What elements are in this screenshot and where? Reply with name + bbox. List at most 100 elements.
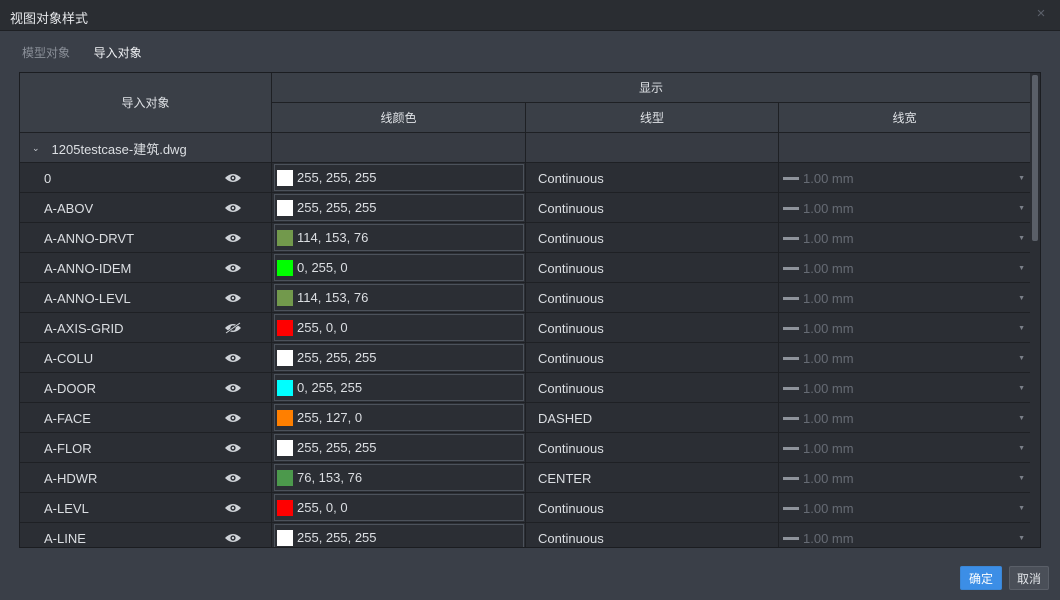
eye-icon[interactable]: [224, 292, 242, 304]
line-type-cell[interactable]: Continuous: [526, 343, 779, 373]
line-type-cell[interactable]: Continuous: [526, 523, 779, 547]
line-type-cell[interactable]: Continuous: [526, 283, 779, 313]
color-picker-field[interactable]: 255, 127, 0: [274, 404, 524, 431]
table-row[interactable]: A-ABOV 255, 255, 255 Continuous 1.00 mm ▼: [20, 193, 1031, 223]
table-row[interactable]: A-ANNO-DRVT 114, 153, 76 Continuous 1.00 mm…: [20, 223, 1031, 253]
table-row[interactable]: A-COLU 255, 255, 255 Continuous 1.00 mm ▼: [20, 343, 1031, 373]
line-type-cell[interactable]: Continuous: [526, 253, 779, 283]
header-line-type[interactable]: 线型: [526, 103, 779, 133]
chevron-down-icon[interactable]: ▼: [1018, 205, 1025, 212]
chevron-down-icon[interactable]: ▼: [1018, 385, 1025, 392]
color-picker-field[interactable]: 255, 0, 0: [274, 494, 524, 521]
color-picker-field[interactable]: 0, 255, 0: [274, 254, 524, 281]
chevron-down-icon[interactable]: ▼: [1018, 175, 1025, 182]
line-color-cell[interactable]: 114, 153, 76: [272, 223, 526, 253]
line-width-select[interactable]: 1.00 mm ▼: [779, 373, 1031, 403]
eye-icon[interactable]: [224, 262, 242, 274]
color-picker-field[interactable]: 76, 153, 76: [274, 464, 524, 491]
color-picker-field[interactable]: 255, 0, 0: [274, 314, 524, 341]
header-line-width[interactable]: 线宽: [779, 103, 1031, 133]
line-color-cell[interactable]: 0, 255, 0: [272, 253, 526, 283]
line-type-cell[interactable]: Continuous: [526, 433, 779, 463]
table-row[interactable]: A-ANNO-LEVL 114, 153, 76 Continuous 1.00 mm…: [20, 283, 1031, 313]
color-picker-field[interactable]: 255, 255, 255: [274, 524, 524, 547]
line-type-cell[interactable]: CENTER: [526, 463, 779, 493]
chevron-down-icon[interactable]: ▼: [1018, 265, 1025, 272]
table-row[interactable]: 0 255, 255, 255 Continuous 1.00 mm ▼: [20, 163, 1031, 193]
line-color-cell[interactable]: 255, 255, 255: [272, 193, 526, 223]
color-picker-field[interactable]: 255, 255, 255: [274, 194, 524, 221]
header-line-color[interactable]: 线颜色: [272, 103, 526, 133]
line-type-cell[interactable]: Continuous: [526, 223, 779, 253]
line-width-select[interactable]: 1.00 mm ▼: [779, 313, 1031, 343]
table-row[interactable]: A-FACE 255, 127, 0 DASHED 1.00 mm ▼: [20, 403, 1031, 433]
vertical-scrollbar[interactable]: [1030, 73, 1040, 547]
line-type-cell[interactable]: Continuous: [526, 493, 779, 523]
line-color-cell[interactable]: 114, 153, 76: [272, 283, 526, 313]
table-row[interactable]: A-HDWR 76, 153, 76 CENTER 1.00 mm ▼: [20, 463, 1031, 493]
chevron-down-icon[interactable]: ▼: [1018, 235, 1025, 242]
close-icon[interactable]: ×: [1036, 5, 1046, 22]
line-color-cell[interactable]: 255, 255, 255: [272, 343, 526, 373]
line-width-select[interactable]: 1.00 mm ▼: [779, 403, 1031, 433]
eye-icon[interactable]: [224, 382, 242, 394]
chevron-down-icon[interactable]: ▼: [1018, 505, 1025, 512]
line-type-cell[interactable]: Continuous: [526, 163, 779, 193]
line-color-cell[interactable]: 255, 127, 0: [272, 403, 526, 433]
line-width-select[interactable]: 1.00 mm ▼: [779, 433, 1031, 463]
group-row-dwg[interactable]: ⌄ 1205testcase-建筑.dwg: [20, 133, 1031, 163]
chevron-down-icon[interactable]: ▼: [1018, 325, 1025, 332]
color-picker-field[interactable]: 255, 255, 255: [274, 164, 524, 191]
line-color-cell[interactable]: 255, 255, 255: [272, 163, 526, 193]
line-width-select[interactable]: 1.00 mm ▼: [779, 193, 1031, 223]
color-picker-field[interactable]: 0, 255, 255: [274, 374, 524, 401]
table-row[interactable]: A-LEVL 255, 0, 0 Continuous 1.00 mm ▼: [20, 493, 1031, 523]
line-color-cell[interactable]: 255, 0, 0: [272, 313, 526, 343]
chevron-down-icon[interactable]: ▼: [1018, 355, 1025, 362]
line-width-select[interactable]: 1.00 mm ▼: [779, 493, 1031, 523]
table-row[interactable]: A-FLOR 255, 255, 255 Continuous 1.00 mm ▼: [20, 433, 1031, 463]
eye-icon[interactable]: [224, 232, 242, 244]
line-type-cell[interactable]: Continuous: [526, 193, 779, 223]
eye-icon[interactable]: [224, 352, 242, 364]
line-type-cell[interactable]: Continuous: [526, 313, 779, 343]
chevron-down-icon[interactable]: ▼: [1018, 475, 1025, 482]
scrollbar-thumb[interactable]: [1032, 75, 1038, 241]
table-row[interactable]: A-AXIS-GRID 255, 0, 0 Continuous 1.00 mm ▼: [20, 313, 1031, 343]
chevron-down-icon[interactable]: ⌄: [32, 142, 40, 153]
eye-icon[interactable]: [224, 532, 242, 544]
line-color-cell[interactable]: 0, 255, 255: [272, 373, 526, 403]
eye-icon[interactable]: [224, 412, 242, 424]
eye-icon[interactable]: [224, 472, 242, 484]
line-width-select[interactable]: 1.00 mm ▼: [779, 523, 1031, 547]
line-color-cell[interactable]: 255, 255, 255: [272, 523, 526, 547]
chevron-down-icon[interactable]: ▼: [1018, 535, 1025, 542]
line-color-cell[interactable]: 255, 255, 255: [272, 433, 526, 463]
table-row[interactable]: A-ANNO-IDEM 0, 255, 0 Continuous 1.00 mm ▼: [20, 253, 1031, 283]
line-width-select[interactable]: 1.00 mm ▼: [779, 283, 1031, 313]
eye-icon[interactable]: [224, 202, 242, 214]
line-width-select[interactable]: 1.00 mm ▼: [779, 343, 1031, 373]
color-picker-field[interactable]: 114, 153, 76: [274, 284, 524, 311]
line-type-cell[interactable]: Continuous: [526, 373, 779, 403]
eye-icon[interactable]: [224, 442, 242, 454]
line-width-select[interactable]: 1.00 mm ▼: [779, 223, 1031, 253]
eye-icon[interactable]: [224, 172, 242, 184]
tab-model-objects[interactable]: 模型对象: [22, 46, 71, 60]
cancel-button[interactable]: 取消: [1009, 566, 1049, 590]
line-color-cell[interactable]: 255, 0, 0: [272, 493, 526, 523]
table-row[interactable]: A-LINE 255, 255, 255 Continuous 1.00 mm ▼: [20, 523, 1031, 547]
chevron-down-icon[interactable]: ▼: [1018, 295, 1025, 302]
ok-button[interactable]: 确定: [960, 566, 1002, 590]
table-row[interactable]: A-DOOR 0, 255, 255 Continuous 1.00 mm ▼: [20, 373, 1031, 403]
chevron-down-icon[interactable]: ▼: [1018, 415, 1025, 422]
color-picker-field[interactable]: 114, 153, 76: [274, 224, 524, 251]
color-picker-field[interactable]: 255, 255, 255: [274, 344, 524, 371]
eye-icon[interactable]: [224, 502, 242, 514]
line-width-select[interactable]: 1.00 mm ▼: [779, 163, 1031, 193]
eye-off-icon[interactable]: [224, 322, 242, 334]
line-color-cell[interactable]: 76, 153, 76: [272, 463, 526, 493]
line-width-select[interactable]: 1.00 mm ▼: [779, 253, 1031, 283]
line-type-cell[interactable]: DASHED: [526, 403, 779, 433]
chevron-down-icon[interactable]: ▼: [1018, 445, 1025, 452]
